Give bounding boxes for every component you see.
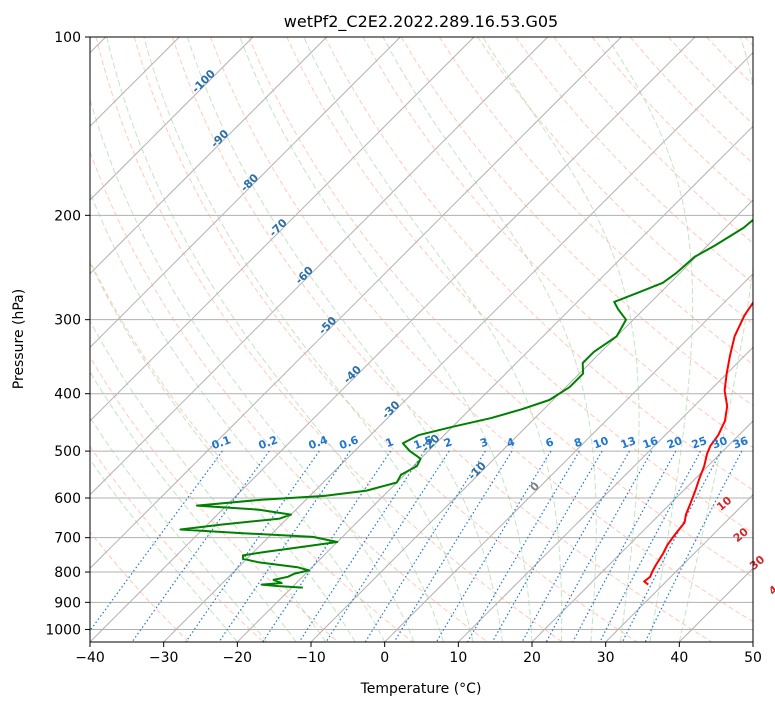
y-tick-label: 600 [54, 491, 81, 507]
y-tick-label: 200 [54, 208, 81, 224]
x-tick-label: 10 [449, 650, 467, 666]
y-tick-label: 700 [54, 531, 81, 547]
y-tick-label: 1000 [45, 622, 81, 638]
y-tick-label: 500 [54, 444, 81, 460]
y-tick-label: 800 [54, 565, 81, 581]
x-tick-label: 50 [744, 650, 762, 666]
y-axis-label: Pressure (hPa) [11, 289, 27, 389]
x-tick-label: 30 [597, 650, 615, 666]
x-tick-label: −40 [75, 650, 105, 666]
x-tick-label: −30 [149, 650, 179, 666]
x-tick-label: −20 [223, 650, 253, 666]
y-tick-label: 400 [54, 387, 81, 403]
x-tick-label: −10 [296, 650, 326, 666]
y-tick-label: 900 [54, 595, 81, 611]
x-tick-label: 20 [523, 650, 541, 666]
y-tick-label: 100 [54, 30, 81, 46]
x-tick-label: 0 [380, 650, 389, 666]
chart-title: wetPf2_C2E2.2022.289.16.53.G05 [284, 12, 558, 32]
x-axis-label: Temperature (°C) [360, 681, 482, 697]
y-tick-label: 300 [54, 313, 81, 329]
x-tick-label: 40 [670, 650, 688, 666]
